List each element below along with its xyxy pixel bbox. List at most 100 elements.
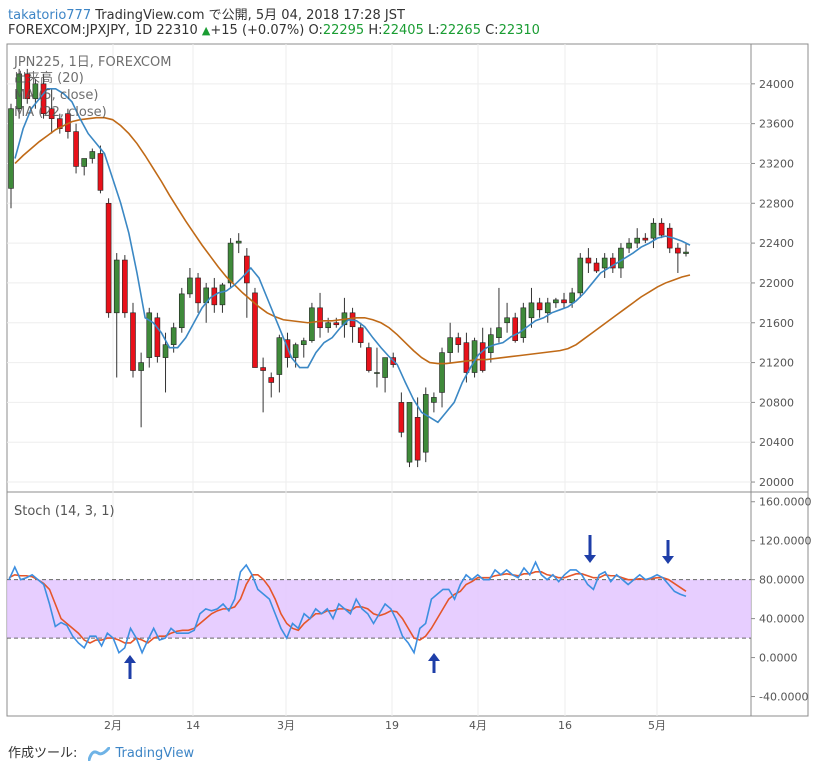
candle-body [447,337,453,353]
candle-body [593,262,600,272]
candle-body [113,259,120,314]
down-arrow-2-head [662,556,674,564]
time-tick-label: 4月 [469,719,487,732]
price-tick-label: 22000 [759,277,794,290]
down-arrow-1-head [584,555,596,563]
footer: 作成ツール: TradingView [8,742,194,761]
publish-info: TradingView.com で公開, 5月 04, 2018 17:28 J… [95,8,405,23]
candle-body [455,337,462,345]
author-link[interactable]: takatorio777 [8,8,92,23]
candle-body [471,340,478,373]
candle-body [81,158,87,167]
candle-body [422,394,429,453]
legend-title: JPN225, 1日, FOREXCOM [13,55,171,70]
candle-body [16,73,22,110]
candle-body [105,202,112,314]
candle-body [357,327,364,343]
candle-body [601,257,608,269]
price-tick-label: 23600 [759,118,794,131]
symbol-quote-line: FOREXCOM:JPXJPY, 1D 22310 ▲+15 (+0.07%) … [8,23,540,38]
publish-header: takatorio777 TradingView.com で公開, 5月 04,… [8,4,405,23]
high-label: H: [368,23,383,38]
time-tick-label: 19 [385,719,399,732]
candle-body [553,299,559,304]
candle-body [398,402,405,433]
legend-volume: 出来高 (20) [14,70,84,86]
candle-body [374,372,380,374]
price-tick-label: 22400 [759,237,794,250]
candle-body [219,284,226,306]
tradingview-link[interactable]: TradingView [115,746,195,761]
candle-body [317,307,323,329]
price-tick-label: 20000 [759,476,794,489]
candle-body [528,302,535,319]
candle-body [300,340,307,345]
stoch-tick-label: 0.0000 [759,652,798,665]
high-value: 22405 [382,23,424,38]
candle-body [439,352,445,393]
candle-body [170,327,177,345]
time-tick-label: 14 [186,719,200,732]
candle-body [520,307,527,338]
candle-body [463,342,470,373]
candle-body [406,402,413,463]
candle-body [89,151,96,159]
stoch-tick-label: 80.0000 [759,574,805,587]
time-tick-label: 3月 [277,719,295,732]
close-value: 22310 [498,23,540,38]
time-tick-label: 2月 [104,719,122,732]
ma5-line [14,88,691,424]
stoch-label: Stoch (14, 3, 1) [14,504,115,519]
candle-body [276,337,283,375]
candle-body [544,302,551,314]
legend-ma22: MA (22, close) [14,105,107,120]
candle-body [40,83,47,114]
price-tick-label: 21200 [759,357,794,370]
candle-body [414,417,421,461]
stoch-tick-label: 40.0000 [759,613,805,626]
candle-body [325,322,331,329]
footer-tool-label: 作成ツール: [8,746,78,761]
candle-body [187,277,193,295]
candle-body [97,153,104,191]
ma22-line [14,116,691,365]
candle-body [536,302,543,311]
candle-body [227,242,234,284]
close-label: C: [485,23,499,38]
candle-body [382,357,388,378]
open-value: 22295 [322,23,365,38]
low-value: 22265 [439,23,481,38]
stoch-band [7,579,751,639]
candle-body [154,317,161,357]
candle-body [618,247,624,269]
price-tick-label: 23200 [759,157,794,170]
candle-body [56,118,63,129]
up-arrow-icon: ▲ [201,24,211,37]
stoch-tick-label: 120.0000 [759,535,812,548]
candle-body [504,317,510,324]
candle-body [650,222,657,239]
candle-body [122,259,128,314]
candle-body [252,292,258,368]
stoch-d-line [8,571,687,644]
price-tick-label: 20400 [759,436,794,449]
candle-body [634,237,641,244]
candle-body [8,108,14,189]
legend-ma5: MA (5, close) [14,88,98,103]
candle-body [178,293,185,329]
candle-body [488,334,494,353]
stoch-tick-label: -40.0000 [759,691,808,704]
stoch-tick-label: 160.0000 [759,496,812,509]
candle-body [48,108,55,119]
candle-body [162,344,169,358]
candle-body [268,377,275,383]
candle-body [130,312,136,371]
candle-body [569,292,575,304]
price-tick-label: 24000 [759,78,794,91]
symbol-name: FOREXCOM:JPXJPY, 1D [8,23,153,38]
candle-body [138,362,144,371]
candle-body [561,299,567,304]
up-arrow-2-head [428,653,440,661]
tradingview-logo-icon [87,746,110,761]
